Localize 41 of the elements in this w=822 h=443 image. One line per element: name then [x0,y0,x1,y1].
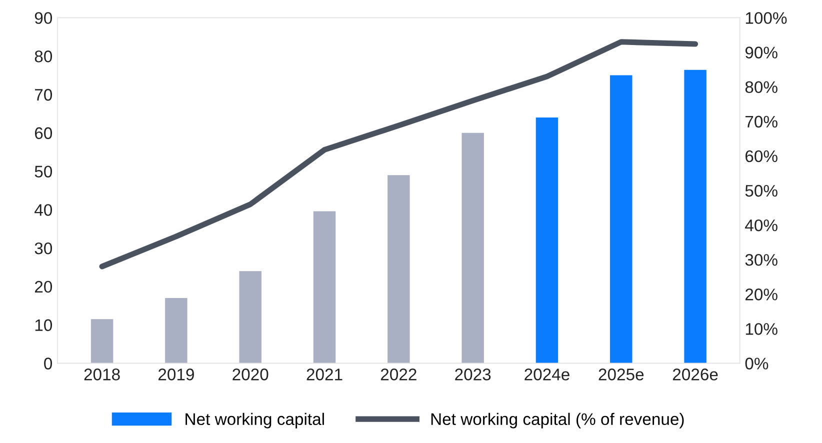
y-tick-label: 80 [34,50,52,62]
x-tick-label: 2024e [524,368,570,380]
y-tick-label: 60 [34,127,52,140]
y2-tick-label: 50% [745,184,778,197]
y2-tick-label: 30% [745,254,778,266]
bar [684,70,706,364]
y-tick-label: 10 [35,319,52,332]
x-tick-label: 2021 [306,368,342,380]
y-tick-label: 40 [34,204,52,216]
x-tick-label: 2020 [232,368,268,380]
x-tick-label: 2025e [598,368,644,380]
y2-tick-label: 100% [746,12,787,24]
y-tick-label: 70 [34,88,52,101]
x-tick-label: 2023 [455,368,491,380]
bar [610,75,632,364]
bar [313,211,336,364]
bar [462,132,484,364]
x-tick-label: 2026e [672,368,718,380]
bar [165,298,188,364]
x-tick-label: 2019 [158,368,194,380]
x-tick-label: 2018 [84,368,120,380]
y2-tick-label: 20% [746,288,778,300]
y2-tick-label: 10% [746,323,778,335]
y2-tick-label: 70% [746,116,778,128]
y-tick-label: 20 [34,280,52,293]
x-tick-label: 2022 [380,368,416,380]
legend-label: Net working capital (% of revenue) [431,412,684,428]
y2-tick-label: 0% [745,358,768,370]
bar [388,175,410,364]
bar [536,118,558,364]
y2-tick-label: 40% [745,219,778,232]
y-tick-label: 0 [44,358,52,370]
y2-tick-label: 60% [746,150,778,162]
legend-label: Net working capital [186,412,324,428]
y2-tick-label: 80% [745,81,778,94]
y2-tick-label: 90% [745,46,778,58]
y-tick-label: 90 [34,12,52,24]
bar [90,319,114,364]
y-tick-label: 50 [34,166,52,178]
bar [239,271,262,364]
y-tick-label: 30 [34,242,52,254]
